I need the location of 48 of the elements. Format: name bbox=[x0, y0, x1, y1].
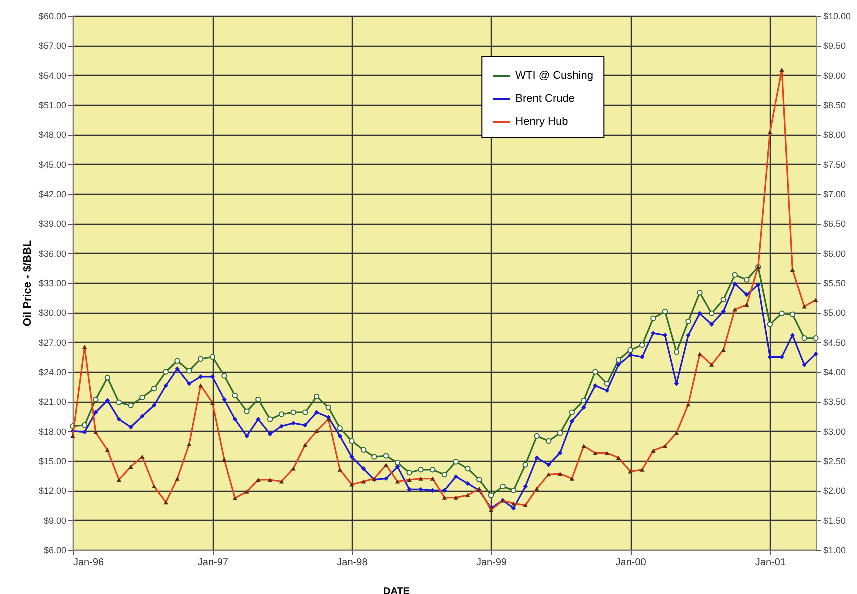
x-tick-label: Jan-98 bbox=[337, 558, 368, 568]
y2-tick-label: $8.00 bbox=[824, 130, 846, 140]
y2-tick-label: $6.50 bbox=[824, 219, 846, 230]
y-tick-label: $60.00 bbox=[38, 12, 66, 22]
legend-label: Henry Hub bbox=[516, 116, 568, 128]
y2-tick-label: $9.00 bbox=[824, 70, 846, 81]
y-tick-label: $9.00 bbox=[44, 516, 66, 526]
y-tick-label: $48.00 bbox=[38, 130, 66, 140]
y2-tick-label: $5.00 bbox=[824, 308, 846, 318]
y2-tick-label: $3.50 bbox=[824, 397, 846, 408]
y-tick-label: $24.00 bbox=[38, 368, 66, 378]
y-tick-label: $15.00 bbox=[38, 456, 66, 466]
y-tick-label: $39.00 bbox=[38, 219, 66, 230]
x-tick-label: Jan-01 bbox=[755, 558, 786, 568]
y2-tick-label: $3.00 bbox=[824, 426, 846, 437]
y-tick-label: $21.00 bbox=[38, 397, 66, 408]
y-tick-label: $6.00 bbox=[44, 546, 66, 556]
y2-tick-label: $6.00 bbox=[824, 248, 846, 259]
legend-label: Brent Crude bbox=[516, 93, 575, 105]
y-tick-label: $42.00 bbox=[38, 190, 66, 200]
y-tick-label: $57.00 bbox=[38, 41, 66, 52]
y-tick-label: $30.00 bbox=[38, 308, 66, 318]
y-tick-label: $51.00 bbox=[38, 100, 66, 110]
y2-tick-label: $1.00 bbox=[824, 546, 846, 556]
y-axis-title: Oil Price - $/BBL bbox=[22, 240, 34, 327]
y2-tick-label: $10.00 bbox=[824, 12, 852, 22]
x-tick-label: Jan-97 bbox=[198, 558, 229, 568]
y2-tick-label: $7.50 bbox=[824, 160, 846, 170]
y-tick-label: $45.00 bbox=[38, 160, 66, 170]
x-tick-label: Jan-00 bbox=[616, 558, 647, 568]
y2-tick-label: $1.50 bbox=[824, 516, 846, 526]
y2-tick-label: $7.00 bbox=[824, 190, 846, 200]
y-tick-label: $12.00 bbox=[38, 486, 66, 496]
y2-tick-label: $4.50 bbox=[824, 338, 846, 348]
y-tick-label: $27.00 bbox=[38, 338, 66, 348]
y2-tick-label: $8.50 bbox=[824, 100, 846, 110]
y2-tick-label: $2.00 bbox=[824, 486, 846, 496]
y-tick-label: $33.00 bbox=[38, 278, 66, 288]
y-tick-label: $36.00 bbox=[38, 248, 66, 259]
y2-tick-label: $2.50 bbox=[824, 456, 846, 466]
legend-label: WTI @ Cushing bbox=[516, 70, 594, 82]
y-tick-label: $54.00 bbox=[38, 70, 66, 81]
x-tick-label: Jan-99 bbox=[476, 558, 508, 568]
y2-tick-label: $4.00 bbox=[824, 368, 846, 378]
y-tick-label: $18.00 bbox=[38, 426, 66, 437]
y2-tick-label: $5.50 bbox=[824, 278, 846, 288]
x-tick-label: Jan-96 bbox=[74, 558, 105, 568]
y2-tick-label: $9.50 bbox=[824, 41, 846, 52]
